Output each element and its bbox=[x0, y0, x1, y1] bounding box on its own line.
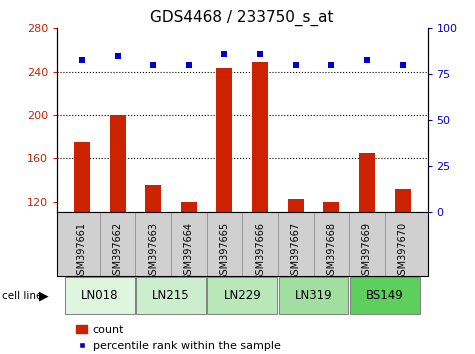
Bar bbox=[288, 199, 304, 331]
Bar bbox=[145, 185, 161, 331]
Title: GDS4468 / 233750_s_at: GDS4468 / 233750_s_at bbox=[151, 9, 334, 25]
Bar bbox=[350, 277, 420, 314]
Text: LN229: LN229 bbox=[223, 289, 261, 302]
Text: LN018: LN018 bbox=[81, 289, 118, 302]
Text: GSM397669: GSM397669 bbox=[362, 222, 372, 281]
Point bbox=[149, 62, 157, 68]
Bar bbox=[65, 277, 135, 314]
Legend: count, percentile rank within the sample: count, percentile rank within the sample bbox=[72, 321, 285, 354]
Point bbox=[328, 62, 335, 68]
Bar bbox=[181, 201, 197, 331]
Text: GSM397662: GSM397662 bbox=[113, 222, 123, 281]
Text: GSM397664: GSM397664 bbox=[184, 222, 194, 281]
Text: GSM397667: GSM397667 bbox=[291, 222, 301, 281]
Bar bbox=[217, 68, 232, 331]
Text: GSM397670: GSM397670 bbox=[398, 222, 408, 281]
Point bbox=[292, 62, 300, 68]
Bar bbox=[57, 212, 428, 276]
Bar bbox=[278, 277, 349, 314]
Bar bbox=[323, 201, 339, 331]
Text: GSM397665: GSM397665 bbox=[219, 222, 229, 281]
Point bbox=[185, 62, 193, 68]
Text: LN319: LN319 bbox=[294, 289, 332, 302]
Text: cell line: cell line bbox=[2, 291, 43, 301]
Point bbox=[256, 51, 264, 57]
Bar bbox=[252, 62, 268, 331]
Bar bbox=[395, 189, 410, 331]
Text: GSM397666: GSM397666 bbox=[255, 222, 265, 281]
Bar bbox=[110, 115, 125, 331]
Text: BS149: BS149 bbox=[366, 289, 404, 302]
Text: GSM397663: GSM397663 bbox=[148, 222, 158, 281]
Point bbox=[399, 62, 407, 68]
Bar bbox=[136, 277, 206, 314]
Text: ▶: ▶ bbox=[39, 289, 48, 302]
Bar bbox=[208, 277, 277, 314]
Bar bbox=[74, 142, 90, 331]
Text: GSM397661: GSM397661 bbox=[77, 222, 87, 281]
Text: GSM397668: GSM397668 bbox=[326, 222, 336, 281]
Bar bbox=[359, 153, 375, 331]
Text: LN215: LN215 bbox=[152, 289, 190, 302]
Point bbox=[78, 57, 86, 62]
Point bbox=[220, 51, 228, 57]
Point bbox=[363, 57, 371, 62]
Point bbox=[114, 53, 122, 59]
